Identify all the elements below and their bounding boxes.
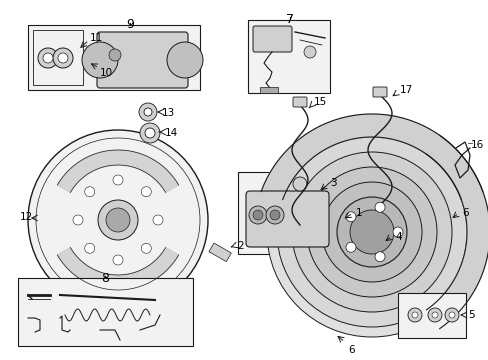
Circle shape bbox=[321, 182, 421, 282]
Circle shape bbox=[141, 243, 151, 253]
Circle shape bbox=[431, 312, 437, 318]
Circle shape bbox=[143, 108, 152, 116]
Circle shape bbox=[28, 130, 207, 310]
Bar bbox=[18, 278, 193, 346]
Circle shape bbox=[345, 242, 355, 252]
Text: 5: 5 bbox=[467, 310, 474, 320]
FancyBboxPatch shape bbox=[292, 97, 306, 107]
Circle shape bbox=[349, 210, 393, 254]
Circle shape bbox=[141, 187, 151, 197]
Circle shape bbox=[374, 252, 384, 262]
Circle shape bbox=[84, 243, 95, 253]
Circle shape bbox=[276, 137, 466, 327]
Text: 6: 6 bbox=[461, 208, 468, 218]
Bar bbox=[238, 172, 339, 254]
Circle shape bbox=[167, 42, 203, 78]
Bar bbox=[260, 87, 278, 93]
Polygon shape bbox=[57, 248, 178, 290]
Text: 17: 17 bbox=[399, 85, 412, 95]
Circle shape bbox=[291, 152, 451, 312]
Circle shape bbox=[444, 308, 458, 322]
Circle shape bbox=[411, 312, 417, 318]
Text: 3: 3 bbox=[329, 178, 336, 188]
Circle shape bbox=[392, 227, 402, 237]
FancyBboxPatch shape bbox=[252, 26, 291, 52]
Bar bbox=[247, 20, 329, 93]
Circle shape bbox=[73, 215, 83, 225]
Circle shape bbox=[84, 187, 95, 197]
FancyBboxPatch shape bbox=[97, 32, 187, 88]
Text: 16: 16 bbox=[470, 140, 483, 150]
Text: 9: 9 bbox=[126, 18, 134, 31]
Bar bbox=[208, 243, 231, 262]
Bar bbox=[33, 30, 83, 85]
Circle shape bbox=[427, 308, 441, 322]
Circle shape bbox=[304, 46, 315, 58]
Circle shape bbox=[98, 200, 138, 240]
Polygon shape bbox=[57, 150, 178, 193]
Circle shape bbox=[252, 210, 263, 220]
Circle shape bbox=[306, 167, 436, 297]
Bar bbox=[28, 25, 200, 90]
Circle shape bbox=[145, 128, 155, 138]
FancyBboxPatch shape bbox=[372, 87, 386, 97]
Circle shape bbox=[345, 212, 355, 222]
Text: 12: 12 bbox=[20, 212, 33, 222]
Circle shape bbox=[140, 123, 160, 143]
Text: 4: 4 bbox=[394, 232, 401, 242]
Circle shape bbox=[113, 255, 123, 265]
Text: 11: 11 bbox=[90, 33, 103, 43]
Circle shape bbox=[269, 210, 280, 220]
Circle shape bbox=[292, 177, 306, 191]
Circle shape bbox=[43, 53, 53, 63]
Circle shape bbox=[109, 49, 121, 61]
Circle shape bbox=[248, 206, 266, 224]
Circle shape bbox=[153, 215, 163, 225]
Circle shape bbox=[336, 197, 406, 267]
Text: 8: 8 bbox=[101, 272, 109, 285]
Polygon shape bbox=[261, 114, 482, 199]
Circle shape bbox=[265, 206, 284, 224]
Text: 7: 7 bbox=[285, 13, 293, 26]
Circle shape bbox=[266, 127, 476, 337]
Circle shape bbox=[58, 53, 68, 63]
Circle shape bbox=[448, 312, 454, 318]
Polygon shape bbox=[426, 135, 488, 329]
Circle shape bbox=[407, 308, 421, 322]
Circle shape bbox=[36, 138, 200, 302]
Text: 13: 13 bbox=[162, 108, 175, 118]
Circle shape bbox=[113, 175, 123, 185]
Text: 6: 6 bbox=[347, 345, 354, 355]
Circle shape bbox=[38, 48, 58, 68]
Text: 2: 2 bbox=[237, 241, 243, 251]
Bar bbox=[397, 293, 465, 338]
Text: 15: 15 bbox=[313, 97, 326, 107]
Text: 14: 14 bbox=[164, 128, 178, 138]
Circle shape bbox=[106, 208, 130, 232]
Circle shape bbox=[82, 42, 118, 78]
Circle shape bbox=[374, 202, 384, 212]
Circle shape bbox=[53, 48, 73, 68]
FancyBboxPatch shape bbox=[245, 191, 328, 247]
Circle shape bbox=[139, 103, 157, 121]
Text: 10: 10 bbox=[100, 68, 113, 78]
Text: 1: 1 bbox=[355, 208, 362, 218]
